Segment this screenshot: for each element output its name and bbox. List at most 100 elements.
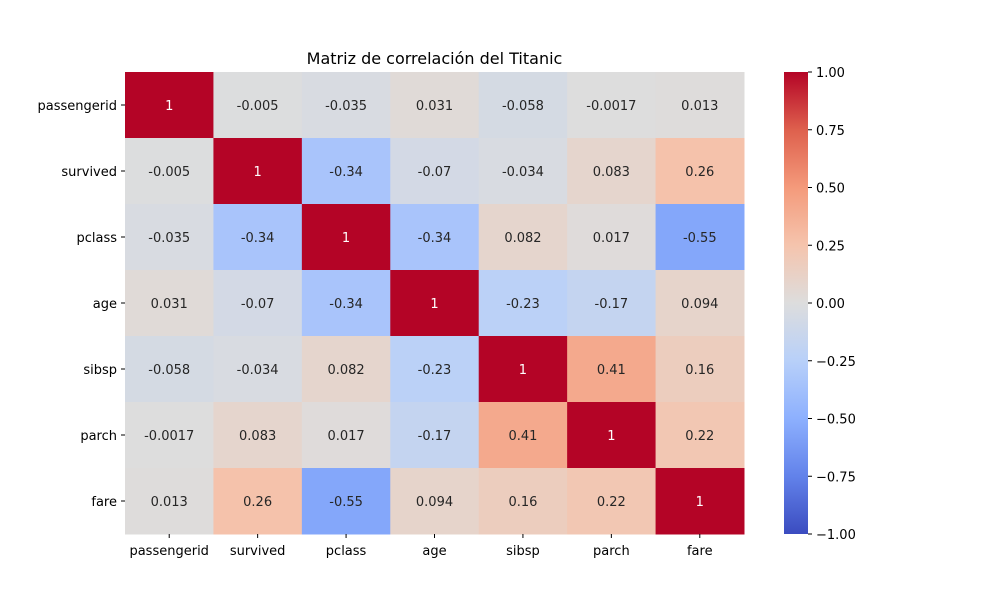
- heatmap-cell-label: -0.058: [148, 363, 190, 378]
- chart-title: Matriz de correlación del Titanic: [307, 49, 563, 68]
- heatmap-cell-label: -0.17: [595, 297, 629, 312]
- heatmap-cell: [390, 270, 480, 337]
- colorbar-tick-label: −1.00: [816, 528, 856, 543]
- heatmap-cell-label: -0.34: [329, 297, 363, 312]
- heatmap-cell: [655, 72, 745, 139]
- heatmap-cell: [478, 402, 568, 469]
- heatmap-cell: [390, 468, 480, 535]
- heatmap-cell: [655, 138, 745, 205]
- heatmap-cell: [567, 336, 657, 403]
- heatmap-cell-label: -0.058: [502, 99, 544, 114]
- heatmap-cell: [301, 402, 391, 469]
- heatmap-cell-label: -0.34: [241, 231, 275, 246]
- heatmap-cell: [213, 270, 303, 337]
- heatmap-cell-label: 0.16: [508, 495, 537, 510]
- x-tick-label: passengerid: [129, 544, 208, 559]
- heatmap-cell: [478, 204, 568, 271]
- colorbar-tick-label: −0.25: [816, 355, 856, 370]
- heatmap-cell-label: -0.0017: [144, 429, 194, 444]
- heatmap-cell: [213, 468, 303, 535]
- x-tick-label: pclass: [326, 544, 367, 559]
- heatmap-cell: [567, 72, 657, 139]
- heatmap-cell: [125, 468, 214, 535]
- heatmap-cell-label: 1: [430, 297, 438, 312]
- colorbar-tick-label: 1.00: [816, 66, 845, 81]
- heatmap-cell-label: -0.34: [418, 231, 452, 246]
- colorbar: [784, 72, 808, 534]
- y-tick-label: passengerid: [38, 99, 117, 114]
- x-tick-label: parch: [593, 544, 630, 559]
- heatmap-cell-label: 0.22: [597, 495, 626, 510]
- heatmap-cell: [301, 72, 391, 139]
- heatmap-cell-label: 0.082: [504, 231, 541, 246]
- heatmap-cell-labels: 1 -0.005 -0.035 0.031 -0.058 -0.0017 0.013 -0.0…: [144, 99, 718, 510]
- colorbar-tick-label: −0.50: [816, 413, 856, 428]
- x-tick-label: age: [422, 544, 446, 559]
- heatmap-cell-label: 1: [519, 363, 527, 378]
- heatmap-cell: [213, 204, 303, 271]
- heatmap-cell-label: -0.005: [148, 165, 190, 180]
- heatmap-cell: [213, 72, 303, 139]
- heatmap-cell-label: 0.031: [151, 297, 188, 312]
- heatmap-cell-label: 1: [254, 165, 262, 180]
- heatmap-cell: [655, 270, 745, 337]
- heatmap-cell-label: 0.017: [327, 429, 364, 444]
- heatmap-cell: [478, 468, 568, 535]
- heatmap-cell: [655, 336, 745, 403]
- heatmap-cell-label: -0.005: [237, 99, 279, 114]
- heatmap-cell: [567, 402, 657, 469]
- heatmap-cell-label: -0.55: [329, 495, 363, 510]
- x-tick-label: fare: [687, 544, 713, 559]
- heatmap-cell-label: 0.094: [416, 495, 453, 510]
- heatmap-cell-label: -0.035: [325, 99, 367, 114]
- heatmap-cell-label: -0.17: [418, 429, 452, 444]
- heatmap-cells: [125, 72, 745, 535]
- y-tick-label: parch: [80, 429, 117, 444]
- heatmap-cell: [125, 138, 214, 205]
- y-tick-label: survived: [61, 165, 117, 180]
- heatmap-cell: [655, 204, 745, 271]
- heatmap-cell-label: 0.26: [243, 495, 272, 510]
- heatmap-cell: [301, 468, 391, 535]
- heatmap-cell-label: 0.083: [239, 429, 276, 444]
- heatmap-cell: [478, 336, 568, 403]
- heatmap-cell-label: -0.55: [683, 231, 717, 246]
- heatmap-cell: [125, 270, 214, 337]
- colorbar-axis: 1.00 0.75 0.50 0.25 0.00 −0.25 −0.50 −0.75 −1.00: [808, 66, 856, 543]
- y-tick-label: age: [93, 297, 117, 312]
- heatmap-cell: [567, 138, 657, 205]
- heatmap-cell-label: -0.23: [506, 297, 540, 312]
- heatmap-cell-label: 1: [342, 231, 350, 246]
- heatmap-cell-label: -0.034: [237, 363, 279, 378]
- heatmap-cell-label: -0.23: [418, 363, 452, 378]
- heatmap-cell-label: 0.031: [416, 99, 453, 114]
- heatmap-cell: [213, 138, 303, 205]
- heatmap-cell: [478, 72, 568, 139]
- heatmap-cell-label: 0.26: [685, 165, 714, 180]
- y-tick-label: pclass: [76, 231, 117, 246]
- heatmap-cell: [567, 468, 657, 535]
- heatmap-cell-label: -0.035: [148, 231, 190, 246]
- heatmap-cell-label: 0.41: [597, 363, 626, 378]
- heatmap-cell: [125, 204, 214, 271]
- heatmap-cell: [125, 402, 214, 469]
- colorbar-tick-label: 0.75: [816, 124, 845, 139]
- colorbar-tick-label: −0.75: [816, 470, 856, 485]
- heatmap-cell: [478, 270, 568, 337]
- heatmap-cell: [213, 336, 303, 403]
- colorbar-tick-label: 0.00: [816, 297, 845, 312]
- heatmap-cell-label: -0.034: [502, 165, 544, 180]
- heatmap-cell-label: -0.0017: [586, 99, 636, 114]
- heatmap-cell: [567, 204, 657, 271]
- heatmap-cell: [567, 270, 657, 337]
- heatmap-cell: [390, 336, 480, 403]
- heatmap-cell: [390, 72, 480, 139]
- heatmap-cell: [655, 468, 745, 535]
- heatmap-cell-label: 0.013: [681, 99, 718, 114]
- heatmap-cell-label: -0.34: [329, 165, 363, 180]
- heatmap-cell-label: 0.094: [681, 297, 718, 312]
- heatmap-cell: [478, 138, 568, 205]
- heatmap-cell: [655, 402, 745, 469]
- heatmap-cell: [301, 138, 391, 205]
